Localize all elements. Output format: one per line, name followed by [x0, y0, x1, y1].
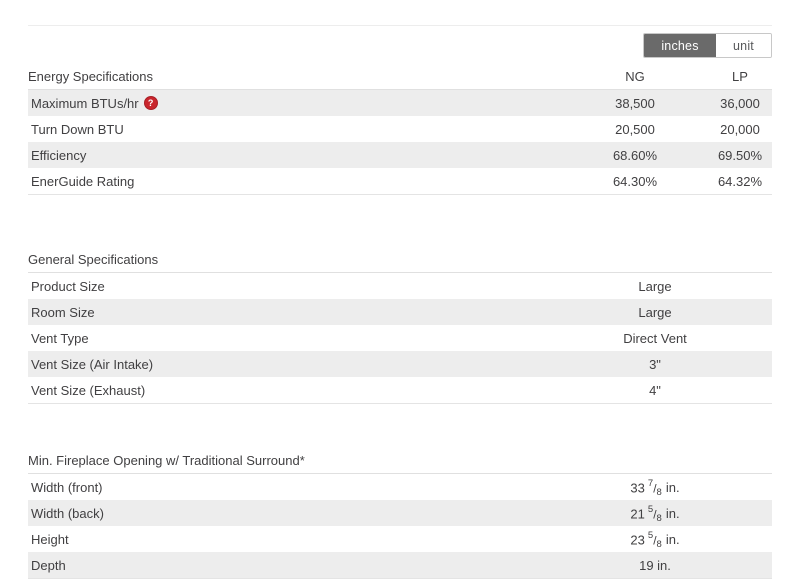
spec-row-energuide-rating: EnerGuide Rating 64.30% 64.32%: [28, 168, 772, 194]
row-label: Vent Type: [31, 330, 89, 346]
value-ng: 38,500: [615, 95, 655, 111]
column-header-lp: LP: [732, 69, 748, 84]
row-label: Efficiency: [31, 147, 87, 163]
section-header: Min. Fireplace Opening w/ Traditional Su…: [28, 448, 772, 474]
section-min-fireplace-opening: Min. Fireplace Opening w/ Traditional Su…: [28, 448, 772, 579]
spec-row-product-size: Product Size Large: [28, 273, 772, 299]
spec-row-vent-size-exhaust: Vent Size (Exhaust) 4": [28, 377, 772, 403]
column-header-ng: NG: [625, 69, 645, 84]
help-icon[interactable]: ?: [143, 96, 158, 110]
spec-row-height: Height 23 5/8 in.: [28, 526, 772, 552]
value-ng: 20,500: [615, 121, 655, 137]
row-label: Vent Size (Air Intake): [31, 356, 154, 372]
toggle-inches-button[interactable]: inches: [644, 34, 716, 57]
spec-row-maximum-btus: Maximum BTUs/hr ? 38,500 36,000: [28, 90, 772, 116]
row-label: Turn Down BTU: [31, 121, 124, 137]
row-value: 23 5/8 in.: [630, 529, 680, 551]
section-header: Energy Specifications NG LP: [28, 64, 772, 90]
spec-row-efficiency: Efficiency 68.60% 69.50%: [28, 142, 772, 168]
row-label: Maximum BTUs/hr: [31, 95, 139, 111]
top-divider: [28, 25, 772, 26]
row-value: Large: [638, 278, 672, 294]
row-value: Direct Vent: [623, 330, 687, 346]
unit-toggle: inches unit: [643, 33, 772, 58]
value-lp: 20,000: [720, 121, 760, 137]
spec-row-width-front: Width (front) 33 7/8 in.: [28, 474, 772, 500]
row-label: Vent Size (Exhaust): [31, 382, 146, 398]
row-value: 3": [649, 356, 661, 372]
section-title: Min. Fireplace Opening w/ Traditional Su…: [28, 453, 305, 468]
value-lp: 36,000: [720, 95, 760, 111]
section-general-specifications: General Specifications Product Size Larg…: [28, 247, 772, 404]
row-label: Depth: [31, 557, 66, 573]
row-label: Height: [31, 531, 69, 547]
row-label: Room Size: [31, 304, 95, 320]
value-ng: 68.60%: [612, 147, 658, 163]
row-label: EnerGuide Rating: [31, 173, 135, 189]
section-title: General Specifications: [28, 252, 159, 267]
row-value: 33 7/8 in.: [630, 477, 680, 499]
row-label: Width (front): [31, 479, 103, 495]
value-lp: 64.32%: [717, 173, 763, 189]
spec-row-vent-size-air-intake: Vent Size (Air Intake) 3": [28, 351, 772, 377]
section-energy-specifications: Energy Specifications NG LP Maximum BTUs…: [28, 64, 772, 195]
spec-row-room-size: Room Size Large: [28, 299, 772, 325]
spec-row-vent-type: Vent Type Direct Vent: [28, 325, 772, 351]
toggle-unit-button[interactable]: unit: [716, 34, 771, 57]
value-lp: 69.50%: [717, 147, 763, 163]
row-value: 21 5/8 in.: [630, 503, 680, 525]
spec-sheet: inches unit Energy Specifications NG LP …: [28, 25, 772, 579]
spec-row-width-back: Width (back) 21 5/8 in.: [28, 500, 772, 526]
spec-row-depth: Depth 19 in.: [28, 552, 772, 578]
section-header: General Specifications: [28, 247, 772, 273]
row-label: Product Size: [31, 278, 105, 294]
row-label: Width (back): [31, 505, 104, 521]
row-value: Large: [638, 304, 672, 320]
row-value: 19 in.: [639, 557, 671, 573]
value-ng: 64.30%: [612, 173, 658, 189]
unit-toggle-row: inches unit: [28, 33, 772, 58]
section-title: Energy Specifications: [28, 69, 154, 84]
spec-row-turn-down-btu: Turn Down BTU 20,500 20,000: [28, 116, 772, 142]
row-value: 4": [649, 382, 661, 398]
